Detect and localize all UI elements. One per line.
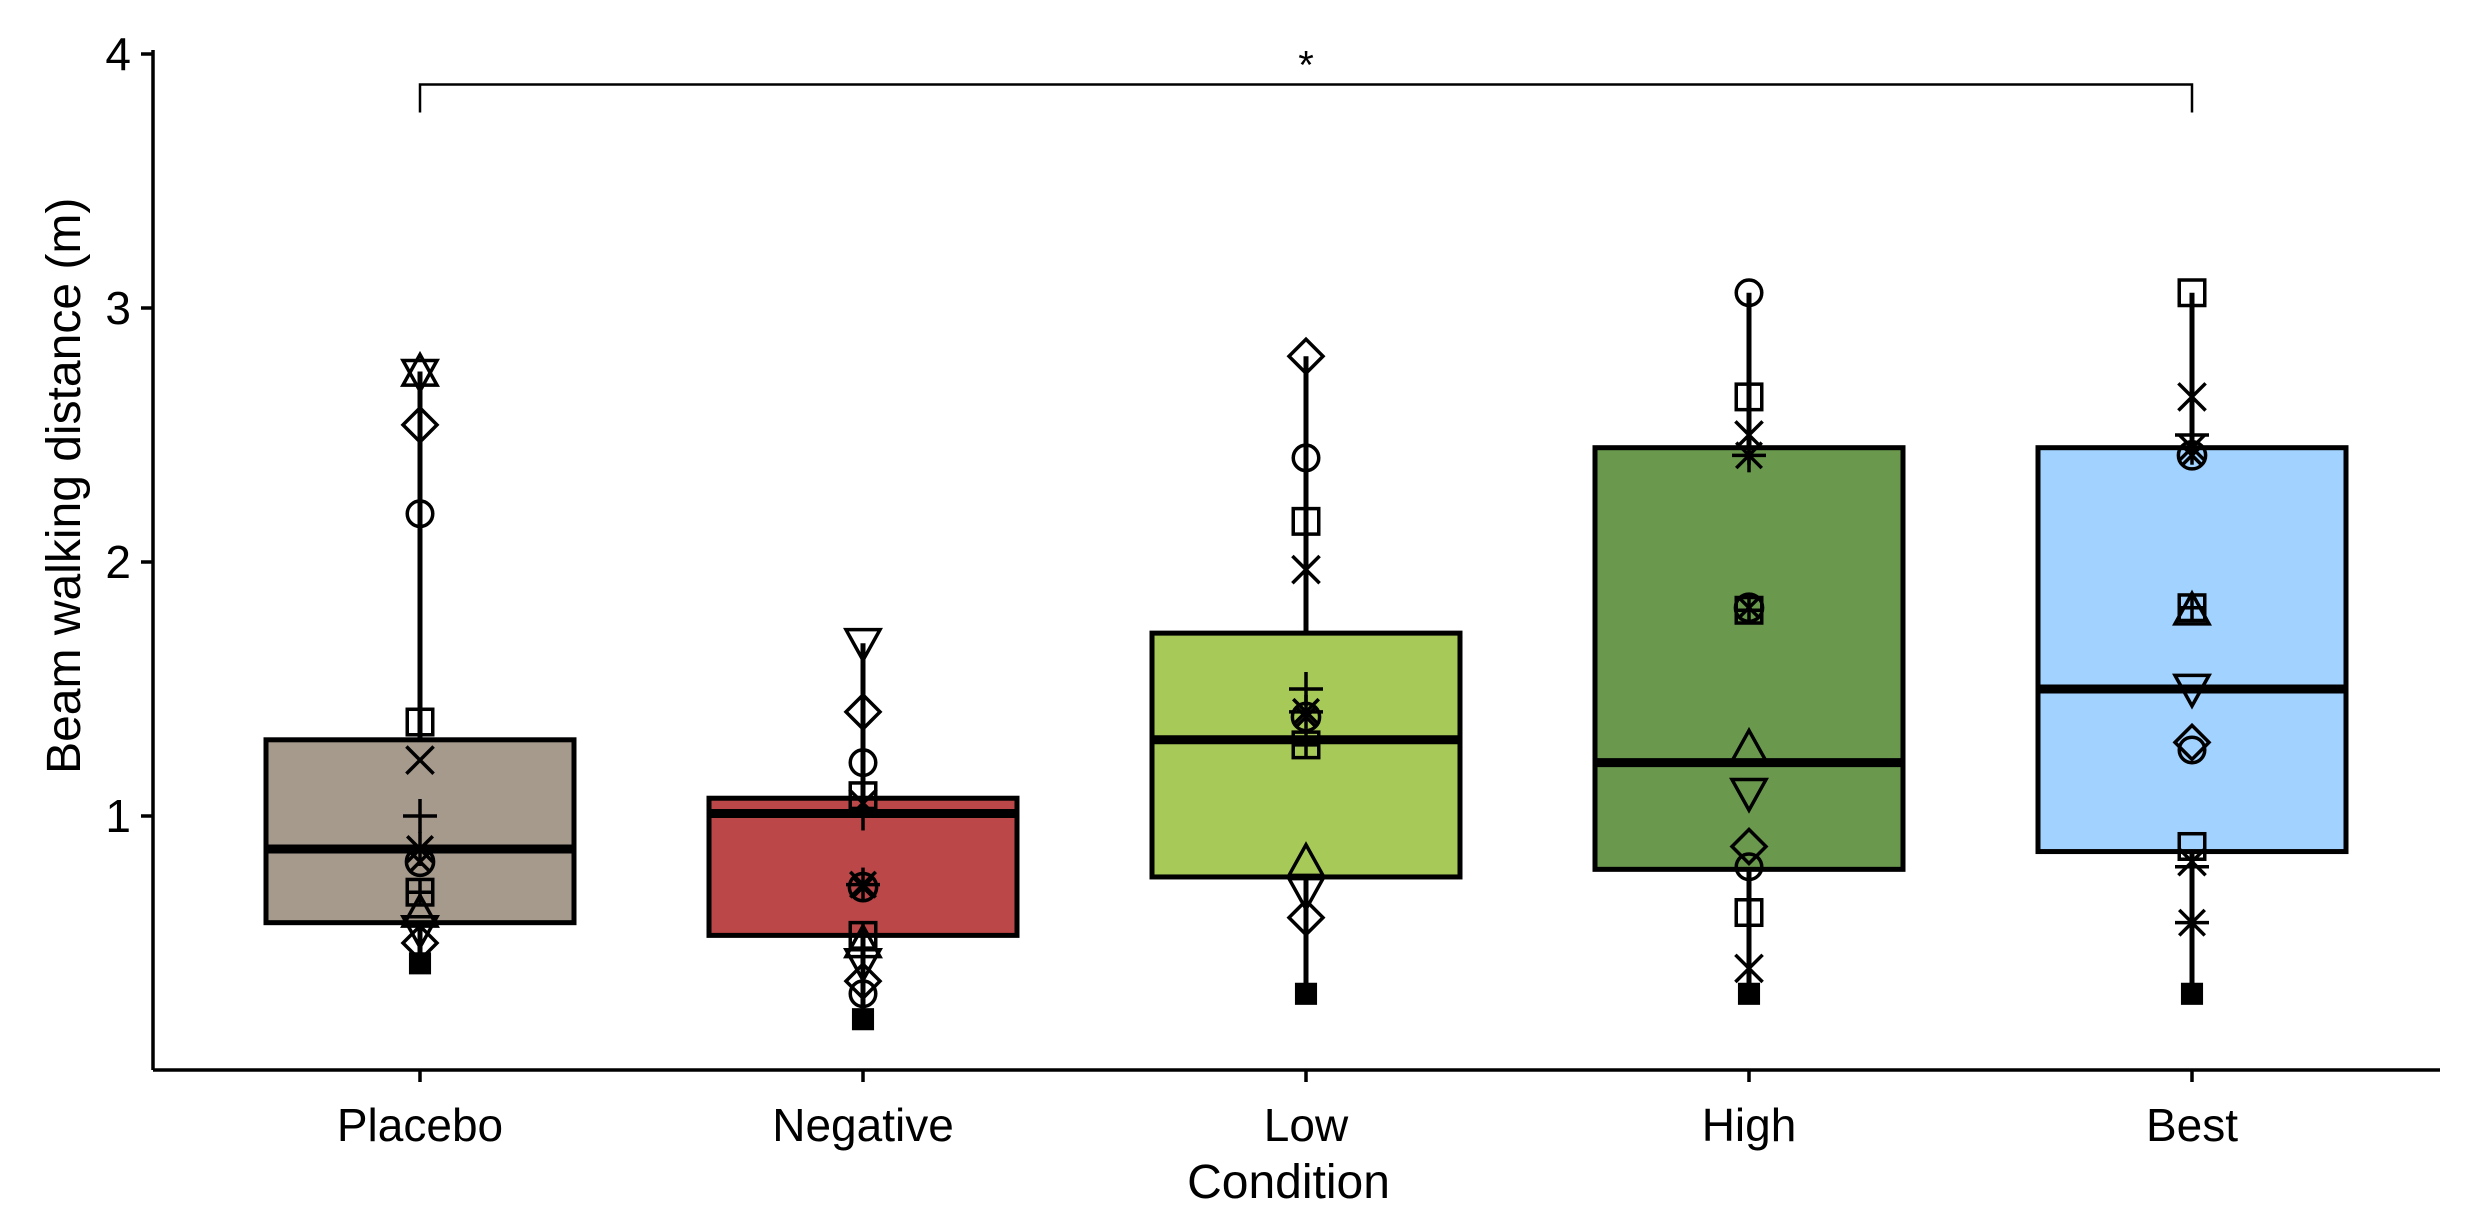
data-point-best [2180, 982, 2204, 1005]
data-point-high [1734, 382, 1764, 412]
data-point-low [1286, 876, 1326, 913]
significance-bracket [418, 83, 2194, 113]
data-point-negative [847, 871, 879, 903]
data-point-negative [843, 947, 883, 984]
x-tick-label-placebo: Placebo [337, 1099, 503, 1151]
y-tick-label: 2 [105, 536, 131, 588]
data-point-low [1286, 841, 1326, 878]
y-tick-label: 3 [105, 282, 131, 334]
data-point-negative [851, 1008, 875, 1031]
x-tick-label-negative: Negative [772, 1099, 954, 1151]
data-point-high [1732, 438, 1766, 473]
data-point-placebo [405, 707, 435, 737]
data-point-best [2177, 278, 2207, 308]
y-tick-label: 1 [105, 790, 131, 842]
data-point-best [2177, 382, 2207, 412]
data-point-low [1291, 730, 1321, 760]
data-point-placebo [400, 405, 440, 445]
x-tick-label-best: Best [2146, 1099, 2238, 1151]
data-point-placebo [400, 914, 440, 951]
axes-layer: 1 2 3 4 Placebo Negative Low High Best Condition B… [38, 28, 2440, 1209]
data-point-high [1734, 595, 1764, 625]
data-point-low [1286, 898, 1326, 938]
data-point-low [1286, 336, 1326, 376]
x-axis-title: Condition [1187, 1156, 1390, 1209]
data-point-best [2172, 589, 2212, 626]
data-point-placebo [400, 350, 440, 387]
data-point-best [2175, 905, 2209, 940]
x-tick-label-low: Low [1264, 1099, 1349, 1151]
data-point-high [1734, 278, 1764, 308]
significance-label: * [1298, 43, 1314, 87]
box-high [1592, 445, 1906, 872]
data-point-high [1734, 898, 1764, 928]
data-point-placebo [403, 799, 437, 833]
data-point-best [2172, 673, 2212, 710]
data-point-negative [843, 961, 883, 1001]
data-point-low [1290, 701, 1322, 733]
box-best [2035, 445, 2349, 855]
data-point-high [1729, 777, 1769, 814]
data-point-placebo [400, 358, 440, 395]
data-point-negative [843, 922, 883, 959]
data-point-low [1291, 506, 1321, 536]
data-point-high [1734, 852, 1764, 882]
data-point-best [2172, 722, 2212, 762]
data-point-placebo [405, 499, 435, 529]
y-tick-label: 4 [105, 28, 131, 80]
data-point-negative [848, 979, 878, 1009]
y-axis-title: Beam walking distance (m) [38, 198, 91, 774]
data-point-best [2177, 735, 2207, 765]
data-point-high [1729, 827, 1769, 866]
data-point-high [1729, 726, 1769, 763]
points-layer [400, 278, 2212, 1031]
data-point-low [1291, 443, 1321, 473]
data-point-low [1291, 554, 1321, 585]
data-point-best [2176, 439, 2208, 471]
data-point-high [1737, 982, 1761, 1005]
data-point-placebo [408, 952, 432, 975]
data-point-negative [843, 692, 883, 732]
data-point-high [1734, 953, 1764, 984]
significance-layer: * [418, 43, 2194, 113]
data-point-best [2175, 849, 2209, 884]
data-point-placebo [405, 745, 435, 775]
data-point-negative [846, 796, 880, 831]
data-point-placebo [404, 846, 436, 878]
boxes-layer [263, 292, 2349, 1020]
x-tick-label-high: High [1702, 1099, 1797, 1151]
data-point-negative [843, 627, 883, 664]
data-point-low [1294, 982, 1318, 1005]
data-point-negative [848, 748, 878, 778]
